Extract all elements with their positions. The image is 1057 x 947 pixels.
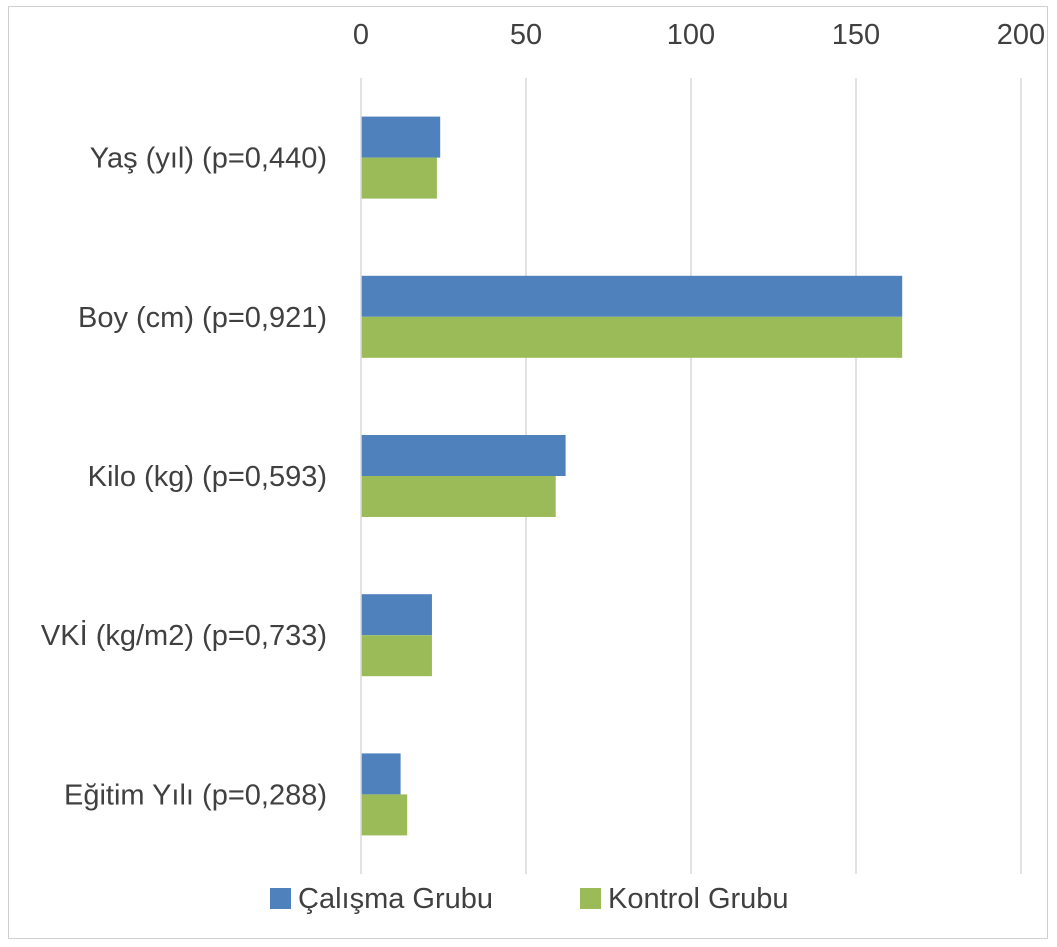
- x-tick-label: 100: [667, 19, 715, 51]
- bar: [361, 476, 556, 517]
- legend-swatch: [580, 888, 601, 909]
- gridlines: [525, 78, 1022, 874]
- x-axis-ticks: 0 50 100 150 200: [353, 19, 1045, 51]
- legend-swatch: [270, 888, 291, 909]
- category-labels: Yaş (yıl) (p=0,440) Boy (cm) (p=0,921) Kil…: [41, 143, 327, 812]
- legend-item: Kontrol Grubu: [580, 883, 789, 915]
- category-label: Boy (cm) (p=0,921): [78, 302, 327, 334]
- bar: [361, 316, 903, 358]
- category-label: Yaş (yıl) (p=0,440): [90, 143, 327, 175]
- x-tick-label: 150: [832, 19, 880, 51]
- bar: [361, 594, 432, 636]
- x-tick-label: 0: [353, 19, 369, 51]
- x-tick-label: 200: [997, 19, 1045, 51]
- legend-label: Kontrol Grubu: [608, 883, 789, 915]
- x-tick-label: 50: [510, 19, 542, 51]
- bar: [361, 435, 566, 476]
- bar: [361, 635, 432, 677]
- category-label: VKİ (kg/m2) (p=0,733): [41, 619, 327, 652]
- legend: Çalışma Grubu Kontrol Grubu: [270, 883, 789, 915]
- category-label: Eğitim Yılı (p=0,288): [64, 779, 327, 811]
- bar: [361, 794, 408, 836]
- legend-item: Çalışma Grubu: [270, 883, 493, 915]
- bar: [361, 275, 903, 317]
- bar: [361, 116, 441, 158]
- category-label: Kilo (kg) (p=0,593): [88, 461, 327, 493]
- bar: [361, 157, 437, 199]
- bar: [361, 753, 401, 795]
- bars: [361, 116, 903, 836]
- legend-label: Çalışma Grubu: [298, 883, 493, 915]
